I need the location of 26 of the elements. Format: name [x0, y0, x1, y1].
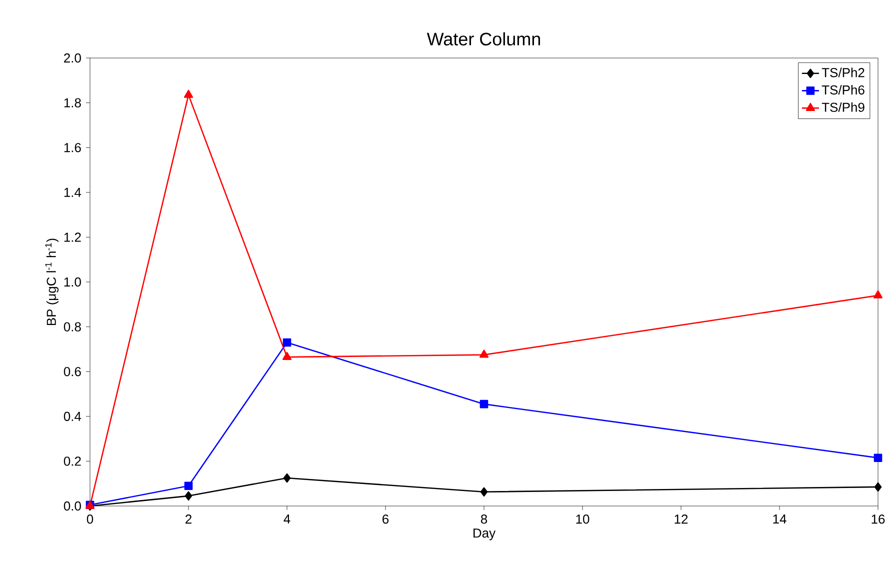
y-tick-label: 0.0 — [64, 501, 81, 511]
x-tick-label: 8 — [480, 514, 488, 524]
x-axis-title: Day — [474, 528, 496, 540]
y-tick-label: 1.6 — [64, 142, 81, 152]
y-tick-label: 0.8 — [64, 322, 81, 332]
legend-label: TS/Ph2 — [822, 68, 864, 78]
x-tick-label: 6 — [382, 514, 389, 524]
x-tick-label: 4 — [284, 514, 290, 524]
y-tick-label: 2.0 — [64, 53, 81, 63]
y-tick-label: 0.6 — [64, 366, 81, 376]
y-tick-label: 0.4 — [64, 412, 82, 421]
y-tick-label: 1.8 — [64, 98, 81, 108]
y-tick-label: 1.4 — [64, 188, 82, 197]
y-tick-label: 1.0 — [64, 277, 81, 287]
y-tick-label: 0.2 — [64, 456, 81, 466]
legend-label: TS/Ph9 — [822, 102, 864, 112]
legend-label: TS/Ph6 — [822, 85, 864, 95]
chart-title: Water Column — [426, 32, 540, 46]
y-axis-title: BP (μgC l$^{-1}$ h$^{-1}$) — [45, 238, 59, 326]
x-tick-label: 2 — [186, 514, 192, 524]
x-tick-label: 10 — [576, 514, 590, 524]
x-tick-label: 0 — [86, 514, 94, 524]
y-tick-label: 1.2 — [64, 232, 81, 242]
x-tick-label: 12 — [674, 514, 688, 524]
x-tick-label: 16 — [872, 514, 885, 524]
x-tick-label: 14 — [773, 514, 786, 524]
